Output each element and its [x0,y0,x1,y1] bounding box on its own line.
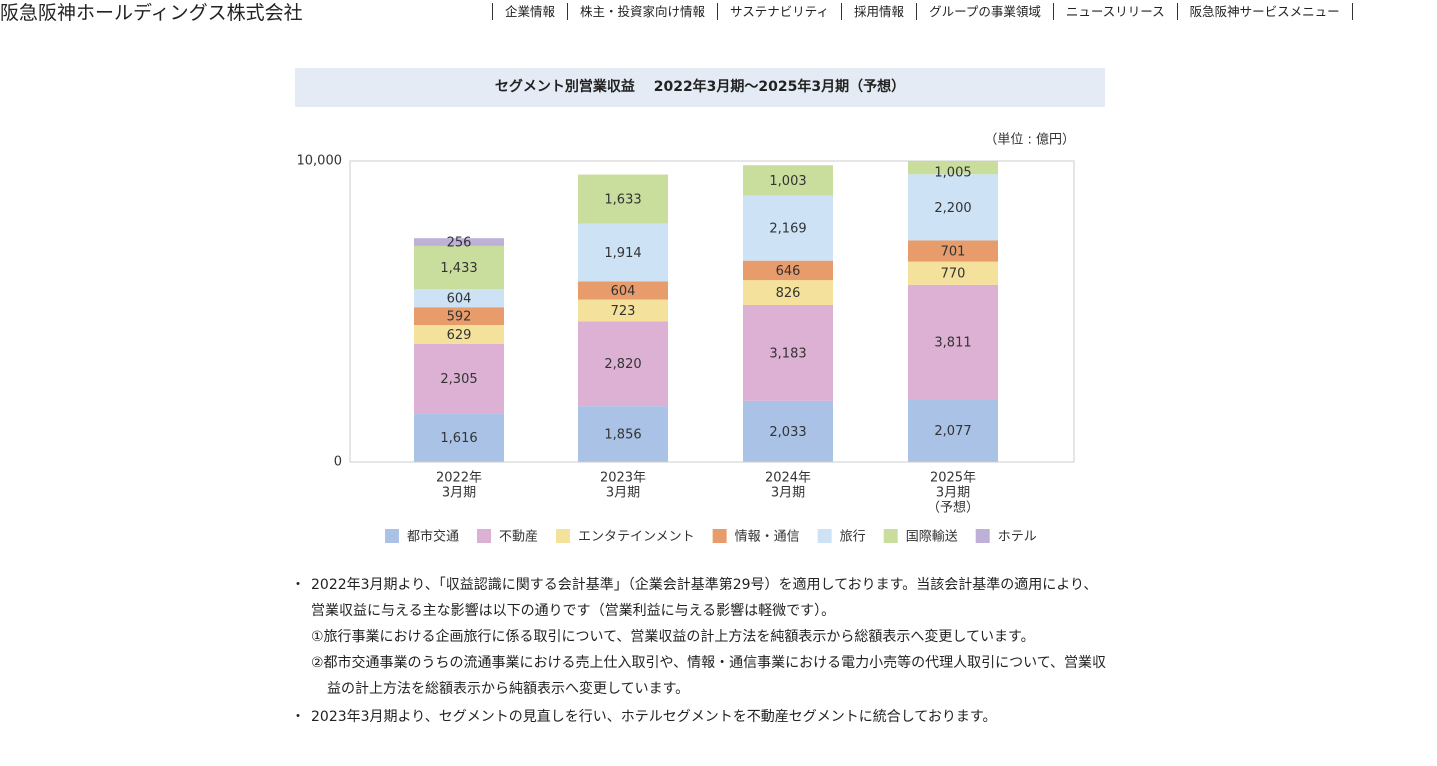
bar-segment [578,223,668,282]
bar-segment [578,299,668,322]
note-item: ①旅行事業における企画旅行に係る取引について、営業収益の計上方法を純額表示から総… [311,629,1035,645]
legend-swatch [477,529,492,543]
notes: 2022年3月期より、「収益認識に関する会計基準」（企業会計基準第29号）を適用… [291,572,1107,732]
bar-segment [908,261,998,285]
data-label: 770 [941,267,966,282]
data-label: 1,856 [604,428,641,443]
data-label: 646 [776,264,801,279]
legend-swatch [817,529,832,543]
nav-item[interactable]: 企業情報 [492,3,567,20]
bar-segment [414,289,504,308]
legend-swatch [556,529,571,543]
legend-label: 情報・通信 [735,530,800,545]
x-tick-label: 2025年 [930,471,976,486]
data-label: 1,003 [769,174,806,189]
nav: 企業情報 株主・投資家向け情報 サステナビリティ 採用情報 グループの事業領域 ニュースリ… [492,3,1353,20]
data-label: 723 [611,304,636,319]
legend-label: 旅行 [840,530,866,545]
data-label: 1,914 [604,246,641,261]
x-tick-label: 2022年 [436,471,482,486]
data-label: 3,183 [769,346,806,361]
data-label: 826 [776,286,801,301]
logo[interactable]: 阪急阪神ホールディングス株式会社 [0,2,303,24]
nav-item[interactable]: グループの事業領域 [916,3,1053,20]
bar-segment [414,245,504,290]
bar-segment [414,238,504,246]
bar-segment [743,400,833,462]
legend-label: 不動産 [499,529,538,545]
bar-segment [743,260,833,281]
bar-segment [414,413,504,462]
bar-segment [414,307,504,326]
bar-segment [578,321,668,407]
bar-segment [743,195,833,261]
nav-item[interactable]: 阪急阪神サービスメニュー [1176,3,1353,20]
bar-segment [743,280,833,305]
bar-segment [908,284,998,400]
legend-label: 国際輸送 [906,530,958,545]
bar-segment [414,343,504,414]
bar-segment [743,304,833,401]
data-label: 2,169 [769,222,806,237]
data-label: 701 [941,245,966,260]
data-label: 2,033 [769,425,806,440]
y-tick-label: 10,000 [297,154,343,169]
data-label: 1,433 [440,261,477,276]
data-label: 604 [447,292,472,307]
legend-swatch [385,529,399,543]
bar-segment [743,165,833,196]
data-label: 2,077 [934,424,971,439]
data-label: 592 [447,310,472,325]
note: 2022年3月期より、「収益認識に関する会計基準」（企業会計基準第29号）を適用… [291,572,1107,702]
bar-segment [578,281,668,300]
data-label: 1,633 [604,193,641,208]
bar-segment [908,161,998,175]
note-text: 2022年3月期より、「収益認識に関する会計基準」（企業会計基準第29号）を適用… [311,577,1098,619]
legend-swatch [975,529,990,543]
chart: （単位 : 億円） 010,0002022年3月期1,6162,30562959… [297,132,1076,545]
bars [414,161,998,462]
bar-segment [908,399,998,462]
bar-segment [908,174,998,241]
x-tick-label: 3月期 [442,486,476,501]
data-label: 256 [447,236,472,251]
data-label: 629 [447,328,472,343]
nav-item[interactable]: サステナビリティ [717,3,841,20]
x-tick-label: 3月期 [936,486,970,501]
x-tick-label: 3月期 [771,486,805,501]
data-label: 2,200 [934,201,971,216]
data-label: 604 [611,284,636,299]
legend-label: エンタテインメント [578,530,695,545]
nav-item[interactable]: 株主・投資家向け情報 [567,3,717,20]
bar-segment [414,325,504,344]
chart-title: セグメント別営業収益 2022年3月期～2025年3月期（予想） [295,68,1105,107]
data-label: 1,616 [440,431,477,446]
nav-item[interactable]: ニュースリリース [1052,3,1177,20]
note: 2023年3月期より、セグメントの見直しを行い、ホテルセグメントを不動産セグメン… [291,704,1107,730]
legend-swatch [883,529,898,543]
bar-segment [578,406,668,462]
x-tick-label: （予想） [927,500,979,516]
y-tick-label: 0 [334,455,342,470]
legend-label: ホテル [998,530,1037,545]
note-text: 2023年3月期より、セグメントの見直しを行い、ホテルセグメントを不動産セグメン… [311,709,997,725]
data-label: 1,005 [934,166,971,181]
x-tick-label: 3月期 [606,486,640,501]
data-label: 2,820 [604,357,641,372]
note-item: ②都市交通事業のうちの流通事業における売上仕入取引や、情報・通信事業における電力… [311,655,1107,697]
x-tick-label: 2024年 [765,471,811,486]
legend-label: 都市交通 [407,529,459,545]
nav-item[interactable]: 採用情報 [841,3,916,20]
x-tick-label: 2023年 [600,471,646,486]
data-label: 2,305 [440,372,477,387]
bar-segment [908,240,998,262]
legend-swatch [712,529,727,543]
bar-segment [578,174,668,224]
unit-label: （単位 : 億円） [984,132,1075,148]
data-label: 3,811 [934,336,971,351]
